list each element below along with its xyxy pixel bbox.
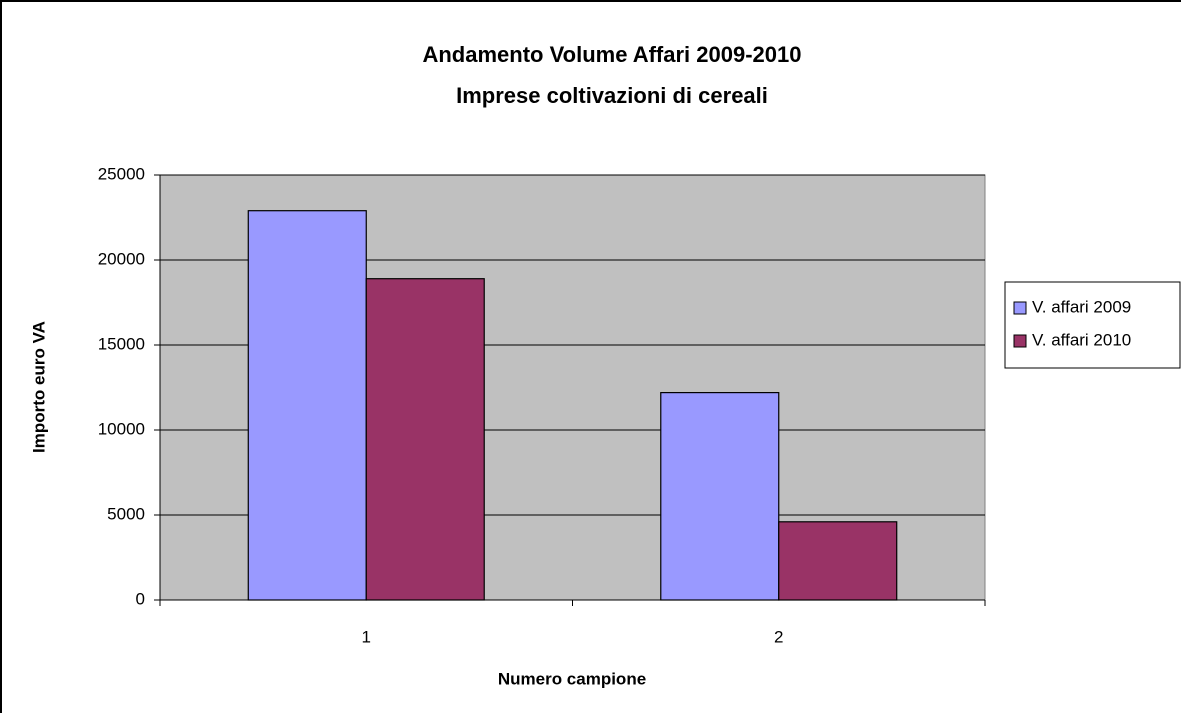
legend-label: V. affari 2009 xyxy=(1032,297,1131,316)
y-tick-label: 25000 xyxy=(98,164,145,183)
y-tick-label: 15000 xyxy=(98,334,145,353)
y-tick-label: 0 xyxy=(136,589,145,608)
bar xyxy=(660,392,780,601)
y-tick-label: 10000 xyxy=(98,419,145,438)
x-axis-title: Numero campione xyxy=(498,669,646,688)
legend-label: V. affari 2010 xyxy=(1032,330,1131,349)
chart-subtitle: Imprese coltivazioni di cereali xyxy=(456,83,768,108)
legend-box xyxy=(1004,281,1181,369)
bar xyxy=(778,521,898,601)
y-tick-label: 20000 xyxy=(98,249,145,268)
x-tick-label: 1 xyxy=(362,627,371,646)
x-tick-label: 2 xyxy=(774,627,783,646)
bar xyxy=(247,210,367,601)
legend-swatch xyxy=(1013,301,1027,315)
y-axis-title: Importo euro VA xyxy=(29,321,48,453)
chart-title: Andamento Volume Affari 2009-2010 xyxy=(422,42,801,67)
legend-swatch xyxy=(1013,334,1027,348)
bar xyxy=(365,278,485,601)
y-tick-label: 5000 xyxy=(107,504,145,523)
